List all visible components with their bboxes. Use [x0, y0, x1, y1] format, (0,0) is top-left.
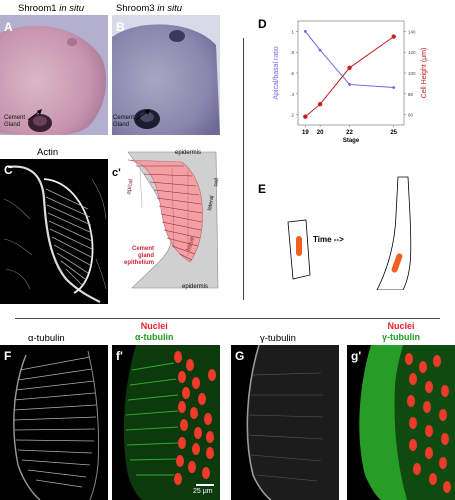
panel-c-title: Actin	[37, 147, 59, 158]
panel-a-title: Shroom1 in situ	[18, 3, 84, 14]
gamma-tubulin-image	[231, 345, 339, 500]
x-tick-label: 22	[346, 130, 353, 136]
g-prime-merge-image	[347, 345, 455, 500]
series-point-left	[392, 86, 396, 89]
cprime-epidermis-top: epidermis	[175, 150, 202, 156]
f-prime-nuclei-label: Nuclei	[140, 321, 168, 331]
panel-f-prime-photo	[112, 345, 220, 500]
cprime-gland-line1: Cement	[131, 246, 154, 252]
series-line-right	[305, 36, 394, 118]
panel-f-letter: F	[4, 349, 12, 363]
panel-b-letter: B	[116, 20, 125, 34]
series-point-right	[347, 65, 352, 70]
short-cell-nucleus	[296, 236, 302, 256]
panel-c-prime-letter: c'	[112, 167, 121, 179]
y-left-tick-label: .8	[290, 50, 294, 55]
x-tick-label: 20	[317, 130, 324, 136]
panel-g-title: γ-tubulin	[260, 333, 296, 344]
panel-b-title: Shroom3 in situ	[116, 3, 182, 14]
cement-gland-diagram	[127, 151, 219, 289]
cell-elongation-diagram	[287, 176, 412, 290]
x-axis-label: Stage	[343, 138, 360, 144]
y-left-tick-label: .4	[290, 92, 294, 97]
f-prime-tubulin-label: α-tubulin	[135, 332, 174, 342]
series-line-left	[304, 31, 394, 89]
panel-a-arrow	[27, 109, 42, 121]
panel-b-gene: Shroom3	[116, 3, 155, 14]
f-prime-merge-image	[112, 345, 220, 500]
y-right-tick-label: 140	[408, 29, 416, 34]
cprime-gland-line2: gland	[138, 253, 154, 259]
short-cell-outline	[287, 219, 311, 280]
cprime-gland-line3: epithelium	[123, 260, 154, 266]
panel-c-photo	[0, 159, 108, 304]
panel-g-prime-letter: g'	[351, 349, 362, 363]
panel-a-photo	[0, 15, 108, 135]
series-point-right	[303, 114, 308, 119]
g-prime-nuclei-label: Nuclei	[387, 321, 415, 331]
x-tick-label: 19	[302, 130, 309, 136]
y-left-axis-label: Apical/basal ratio	[273, 46, 280, 99]
vertical-divider	[243, 38, 244, 300]
horizontal-divider	[15, 318, 440, 319]
y-right-tick-label: 120	[408, 50, 416, 55]
actin-image	[0, 159, 108, 304]
panel-a-callout: Cement Gland	[4, 115, 26, 128]
panel-g-prime-photo	[347, 345, 455, 500]
series-point-left	[348, 83, 351, 86]
cprime-gland-label: Cement gland epithelium	[112, 246, 154, 267]
series-point-left	[318, 48, 322, 52]
panel-f-prime-title: Nuclei α-tubulin	[135, 321, 174, 343]
panel-f-photo	[0, 345, 108, 500]
panel-e-letter: E	[258, 182, 267, 196]
time-arrow-label: Time -->	[313, 235, 344, 244]
scale-bar-label: 25 μm	[193, 488, 213, 495]
series-point-left	[303, 30, 307, 33]
panel-b-photo	[112, 15, 220, 135]
cprime-epidermis-bottom: epidermis	[182, 284, 209, 290]
panel-a-letter: A	[4, 20, 13, 34]
g-prime-tubulin-label: γ-tubulin	[382, 332, 420, 342]
y-right-axis-label: Cell Height (μm)	[421, 48, 428, 99]
series-point-right	[391, 34, 396, 39]
stage-chart: 1 .8 .6 .4 .2 140 120 100 80 60 19 20 22 25 Stage A…	[273, 20, 428, 144]
panel-f-title: α-tubulin	[28, 333, 65, 344]
y-right-tick-label: 80	[408, 92, 414, 97]
tall-cell-nucleus	[391, 253, 403, 273]
panel-a-gene: Shroom1	[18, 3, 57, 14]
y-left-tick-label: .2	[290, 113, 294, 118]
tall-cell-outline	[376, 176, 412, 290]
panel-g-photo	[231, 345, 339, 500]
x-tick-label: 25	[390, 130, 397, 136]
panel-g-letter: G	[235, 349, 245, 363]
panel-g-prime-title: Nuclei γ-tubulin	[382, 321, 420, 343]
panel-b-suffix: in situ	[157, 3, 183, 14]
panel-f-prime-letter: f'	[116, 349, 123, 363]
series-point-right	[317, 102, 323, 107]
panel-a-suffix: in situ	[59, 3, 85, 14]
embryo-b-image	[112, 15, 220, 135]
panel-b-arrow	[135, 109, 150, 121]
embryo-a-image	[0, 15, 108, 135]
panel-d-letter: D	[258, 17, 267, 31]
alpha-tubulin-image	[0, 345, 108, 500]
panel-b-callout: Cement Gland	[113, 115, 135, 128]
y-left-tick-label: .6	[290, 71, 294, 76]
scale-bar-line	[196, 484, 214, 486]
y-right-tick-label: 100	[408, 71, 416, 76]
y-left-tick-label: 1	[291, 29, 294, 34]
panel-c-letter: C	[4, 163, 13, 177]
y-right-tick-label: 60	[408, 113, 414, 118]
